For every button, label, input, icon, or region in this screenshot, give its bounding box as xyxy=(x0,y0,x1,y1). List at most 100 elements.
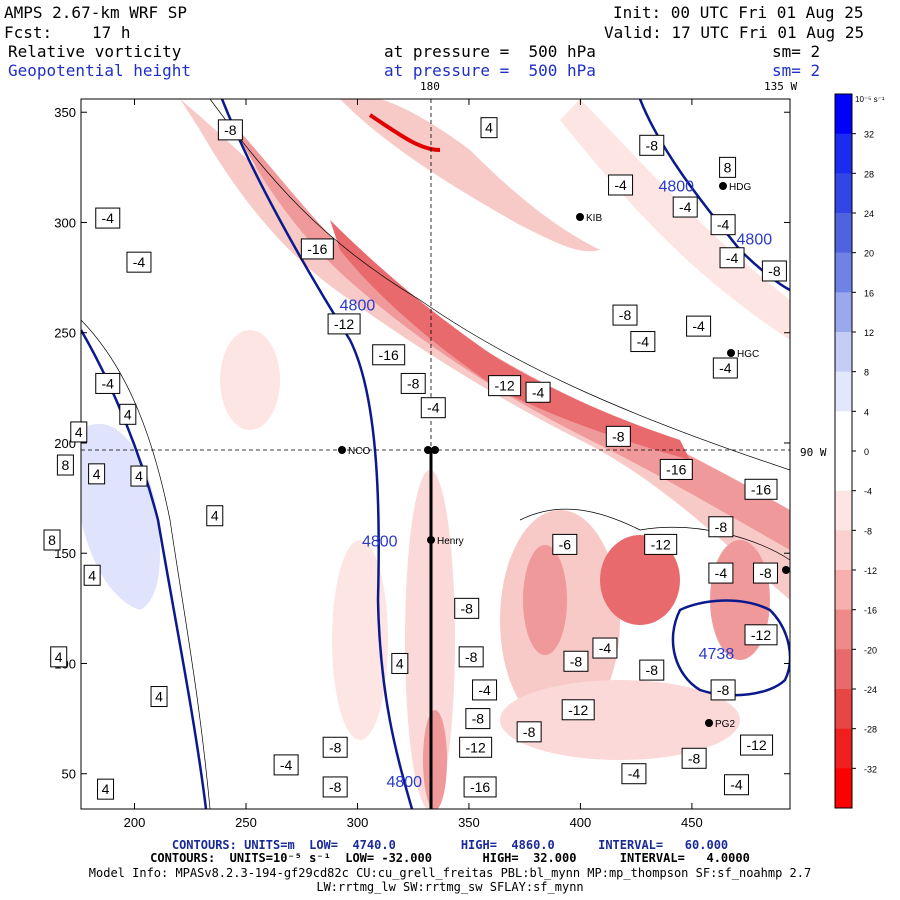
vorticity-label-box xyxy=(130,465,148,487)
vorticity-label: -8 xyxy=(523,724,536,740)
colorbar: 10⁻⁵ s⁻¹ 32 28 24 20 16 12 8 4 0 -4 -8 -12 -16 -20 -24 -… xyxy=(834,93,885,809)
vorticity-label: -16 xyxy=(379,347,399,363)
vorticity-label-box xyxy=(561,699,595,721)
height-contour-4800-west xyxy=(220,99,414,809)
fcst-label: Fcst: xyxy=(4,23,53,42)
vorticity-label: -4 xyxy=(102,210,115,226)
vorticity-label: -8 xyxy=(224,122,237,138)
plot-frame xyxy=(80,98,791,810)
vorticity-label: -4 xyxy=(719,360,732,376)
vorticity-label: 4 xyxy=(102,781,110,797)
colorbar-tick-label: 20 xyxy=(864,249,874,259)
colorbar-tick-label: 16 xyxy=(864,288,874,298)
vorticity-label: -8 xyxy=(619,307,632,323)
vorticity-contour-1 xyxy=(81,319,211,809)
vorticity-label-box xyxy=(400,372,426,394)
vorticity-label-box xyxy=(126,251,152,273)
vorticity-label-box xyxy=(488,375,522,397)
colorbar-swatch xyxy=(835,252,852,293)
vorticity-label-box xyxy=(605,425,631,447)
vorticity-label-box xyxy=(681,747,707,769)
vorticity-wave-streak xyxy=(368,113,441,152)
y-tick-label: 250 xyxy=(54,326,76,341)
vorticity-label: -4 xyxy=(679,199,692,215)
field2-name: Geopotential height xyxy=(8,61,192,80)
vorticity-label: -4 xyxy=(628,766,641,782)
vorticity-label: -4 xyxy=(532,384,545,400)
vorticity-label-box xyxy=(761,260,787,282)
vorticity-label-box xyxy=(719,247,745,269)
vorticity-label-box xyxy=(563,650,589,672)
vorticity-label: -8 xyxy=(646,137,659,153)
height-contour-label: 4800 xyxy=(386,774,422,791)
vorticity-label-box xyxy=(630,331,656,353)
field1-level: at pressure = 500 hPa xyxy=(384,42,596,61)
vorticity-label-box xyxy=(612,304,638,326)
lon-180-label: 180 xyxy=(420,80,440,93)
colorbar-swatch xyxy=(835,768,852,809)
vorticity-label: -8 xyxy=(460,600,473,616)
vorticity-label: -8 xyxy=(329,779,342,795)
colorbar-unit: 10⁻⁵ s⁻¹ xyxy=(855,95,885,104)
vorticity-label: -12 xyxy=(751,627,771,643)
x-tick-label: 350 xyxy=(458,815,480,830)
vorticity-label: -8 xyxy=(329,739,342,755)
vorticity-label-box xyxy=(723,774,749,796)
vorticity-label-box xyxy=(300,238,334,260)
vorticity-label-box xyxy=(43,529,61,551)
vorticity-label-box xyxy=(710,679,736,701)
vorticity-label: -4 xyxy=(280,757,293,773)
vorticity-label: -12 xyxy=(746,737,766,753)
height-contour-info: CONTOURS: UNITS=m LOW= 4740.0 HIGH= 4860… xyxy=(171,838,729,852)
vorticity-label-box xyxy=(525,381,551,403)
x-tick-label: 200 xyxy=(124,815,146,830)
colorbar-tick-label: 32 xyxy=(864,130,874,140)
vorticity-label-box xyxy=(391,652,409,674)
vorticity-label-box xyxy=(740,734,774,756)
height-contour-label: 4738 xyxy=(699,646,735,663)
vorticity-label: 4 xyxy=(211,508,219,524)
model-title: AMPS 2.67-km WRF SP xyxy=(4,3,188,22)
vorticity-label: -4 xyxy=(427,400,440,416)
field1-smoothing: sm= 2 xyxy=(772,42,821,61)
vorticity-label: -16 xyxy=(307,241,327,257)
vorticity-label-box xyxy=(217,119,243,141)
x-tick-label: 450 xyxy=(681,815,703,830)
colorbar-tick-label: -24 xyxy=(864,685,877,695)
model-info: Model Info: MPASv8.2.3-194-gf29cd82c CU:… xyxy=(88,866,812,880)
vorticity-label-box xyxy=(686,315,712,337)
vorticity-cell-se2 xyxy=(600,535,680,625)
vorticity-label-box xyxy=(659,458,693,480)
valid-time: Valid: 17 UTC Fri 01 Aug 25 xyxy=(604,23,865,42)
vorticity-label-box xyxy=(88,463,106,485)
station-label: Henry xyxy=(437,536,464,547)
vorticity-label-box xyxy=(119,403,137,425)
x-tick-label: 300 xyxy=(347,815,369,830)
vorticity-label: 4 xyxy=(485,120,493,136)
colorbar-swatch xyxy=(835,213,852,254)
vorticity-label-box xyxy=(83,564,101,586)
vorticity-label: 8 xyxy=(61,457,69,473)
vorticity-label: -4 xyxy=(637,334,650,350)
vorticity-label: -8 xyxy=(768,263,781,279)
vorticity-label-box xyxy=(592,637,618,659)
colorbar-tick-label: -28 xyxy=(864,725,877,735)
vorticity-label-box xyxy=(206,505,224,527)
colorbar-swatch xyxy=(835,728,852,769)
x-tick-label: 250 xyxy=(235,815,257,830)
vorticity-label: -8 xyxy=(612,428,625,444)
colorbar-swatch xyxy=(835,689,852,730)
station-markers: NCO Henry KIB HDG HGC PG2 xyxy=(338,182,790,730)
vorticity-label: 8 xyxy=(48,532,56,548)
vorticity-label: -4 xyxy=(599,640,612,656)
vorticity-cell-s2 xyxy=(423,710,447,809)
colorbar-swatch xyxy=(835,292,852,333)
x-tick-label: 400 xyxy=(570,815,592,830)
height-contour-label: 4800 xyxy=(362,534,398,551)
vorticity-label: -8 xyxy=(407,375,420,391)
height-contour-4738-low xyxy=(671,599,790,697)
vorticity-label-box xyxy=(95,372,121,394)
station-dot xyxy=(576,213,584,221)
colorbar-swatch xyxy=(835,411,852,452)
